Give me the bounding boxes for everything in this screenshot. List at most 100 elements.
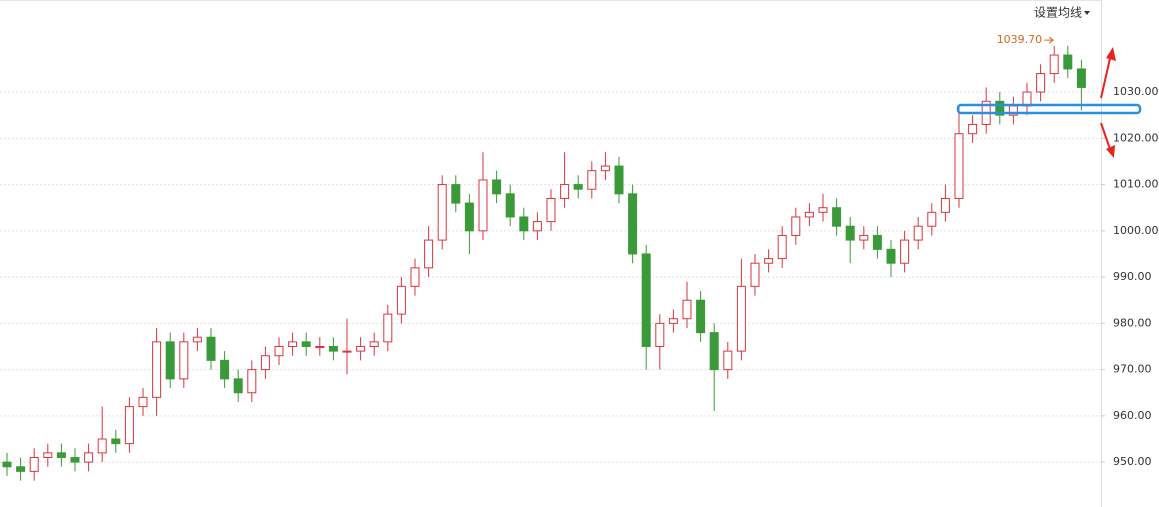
candle	[832, 198, 842, 236]
candle-body	[1049, 54, 1059, 75]
candle	[900, 230, 910, 273]
candle	[247, 360, 257, 402]
candle-body	[356, 345, 366, 352]
arrow-down	[1100, 122, 1112, 153]
candle	[968, 115, 978, 143]
y-tick-label: 980.00	[1113, 316, 1152, 329]
arrow-up-head	[1106, 47, 1116, 61]
candle-body	[437, 184, 447, 241]
candle-body	[192, 336, 202, 343]
candle	[859, 226, 869, 250]
support-band	[956, 103, 1142, 115]
candle-body	[342, 350, 352, 353]
candle	[709, 323, 719, 412]
candle	[804, 203, 814, 227]
candle-body	[328, 345, 338, 352]
candle-body	[274, 345, 284, 357]
candle	[437, 175, 447, 250]
candle	[29, 448, 39, 481]
candle	[2, 452, 12, 477]
candle-body	[927, 211, 937, 227]
y-tick-label: 1030.00	[1113, 85, 1159, 98]
candle-body	[804, 211, 814, 218]
candle	[587, 161, 597, 199]
candle	[886, 240, 896, 278]
y-tick-label: 1010.00	[1113, 178, 1159, 191]
candle	[546, 189, 556, 231]
candle-body	[138, 396, 148, 408]
plot-area: 950.00 960.00 970.00 980.00 990.00 1000.00 101…	[0, 33, 1159, 481]
candle	[750, 253, 760, 296]
candle	[872, 226, 882, 259]
candle	[1036, 64, 1046, 102]
candle	[301, 332, 311, 356]
candle-body	[641, 253, 651, 347]
candle	[1063, 45, 1073, 79]
candle	[56, 443, 66, 467]
candle	[940, 184, 950, 222]
candle	[410, 258, 420, 296]
candle-body	[832, 207, 842, 227]
candle-body	[396, 285, 406, 315]
candle-body	[2, 461, 12, 468]
candle-body	[900, 239, 910, 264]
annotation-label: 1039.70	[997, 33, 1043, 46]
candle	[179, 332, 189, 389]
candle	[723, 341, 733, 379]
candle	[124, 397, 134, 453]
candle	[396, 277, 406, 324]
candle	[927, 203, 937, 236]
candle	[818, 193, 828, 222]
candle-body	[519, 216, 529, 232]
candle	[478, 152, 488, 241]
candle	[492, 170, 502, 204]
candle	[260, 346, 270, 379]
candle	[913, 216, 923, 250]
candle-body	[1036, 73, 1046, 93]
candle-body	[628, 193, 638, 255]
candle	[954, 105, 964, 208]
candle	[315, 337, 325, 356]
candle-body	[43, 452, 53, 459]
candle	[165, 332, 175, 389]
candle-body	[1076, 68, 1086, 88]
ma-button[interactable]: 设置均线	[1034, 6, 1090, 20]
candle-body	[696, 299, 706, 334]
candle-body	[111, 438, 121, 445]
candle	[111, 429, 121, 453]
candle-body	[124, 406, 134, 445]
candle-body	[764, 258, 774, 264]
candle-body	[750, 262, 760, 287]
candle	[628, 184, 638, 264]
candle-body	[791, 216, 801, 236]
candle-body	[29, 457, 39, 472]
ma-button-label[interactable]: 设置均线	[1034, 6, 1082, 20]
candle	[424, 226, 434, 278]
candle-body	[260, 355, 270, 371]
candle	[614, 156, 624, 204]
candle	[97, 406, 107, 463]
candle-body	[818, 207, 828, 213]
candle-body	[655, 322, 665, 347]
candle	[655, 314, 665, 370]
candle-body	[56, 452, 66, 459]
candle-body	[723, 350, 733, 371]
y-tick-label: 950.00	[1113, 455, 1152, 468]
y-tick-label: 960.00	[1113, 409, 1152, 422]
candle-body	[301, 341, 311, 347]
candle-body	[424, 239, 434, 269]
candle	[84, 443, 94, 472]
candle	[138, 388, 148, 416]
y-tick-label: 1020.00	[1113, 131, 1159, 144]
candle-body	[940, 197, 950, 213]
annotation-arrow	[1044, 36, 1055, 44]
candle-body	[16, 466, 26, 472]
candle-body	[709, 332, 719, 371]
candle-body	[682, 299, 692, 320]
candle	[192, 327, 202, 352]
candle-body	[587, 170, 597, 190]
candle-body	[777, 234, 787, 260]
candle	[573, 175, 583, 199]
